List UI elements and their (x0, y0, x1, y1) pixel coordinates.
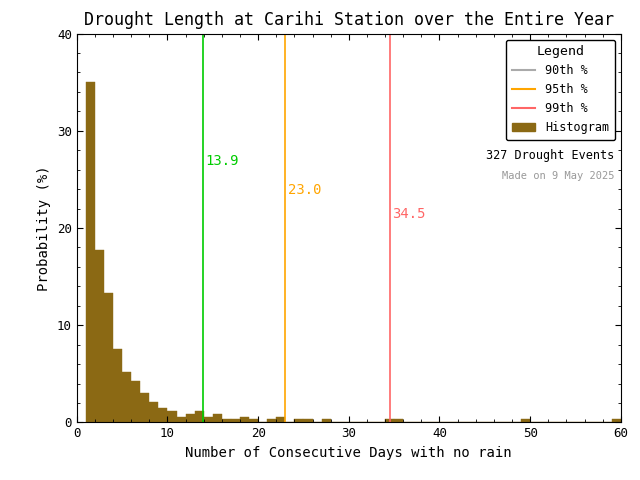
Bar (268, 420, 276, 422)
Text: 23.0: 23.0 (288, 183, 321, 197)
Bar (177, 417, 186, 422)
Bar (385, 420, 394, 422)
Bar (104, 293, 113, 422)
Bar (86, 82, 95, 422)
Bar (131, 381, 140, 422)
Bar (294, 420, 303, 422)
Bar (149, 402, 158, 422)
Bar (158, 408, 168, 422)
Bar (168, 411, 177, 422)
Text: 34.5: 34.5 (392, 207, 426, 221)
Legend: 90th %, 95th %, 99th %, Histogram: 90th %, 95th %, 99th %, Histogram (506, 39, 615, 140)
Text: 327 Drought Events: 327 Drought Events (486, 149, 614, 162)
Bar (140, 393, 149, 422)
Bar (212, 414, 222, 422)
Bar (276, 417, 285, 422)
Bar (394, 420, 403, 422)
Bar (204, 417, 212, 422)
Bar (122, 372, 131, 422)
Bar (231, 420, 240, 422)
Bar (195, 411, 204, 422)
Bar (321, 420, 331, 422)
Bar (240, 417, 249, 422)
Title: Drought Length at Carihi Station over the Entire Year: Drought Length at Carihi Station over th… (84, 11, 614, 29)
Bar (521, 420, 530, 422)
Bar (113, 348, 122, 422)
Text: Made on 9 May 2025: Made on 9 May 2025 (502, 171, 614, 180)
Bar (95, 251, 104, 422)
Text: 13.9: 13.9 (205, 154, 239, 168)
Bar (303, 420, 312, 422)
Bar (186, 414, 195, 422)
X-axis label: Number of Consecutive Days with no rain: Number of Consecutive Days with no rain (186, 446, 512, 460)
Bar (249, 420, 258, 422)
Bar (222, 420, 231, 422)
Y-axis label: Probability (%): Probability (%) (37, 165, 51, 291)
Bar (612, 420, 621, 422)
